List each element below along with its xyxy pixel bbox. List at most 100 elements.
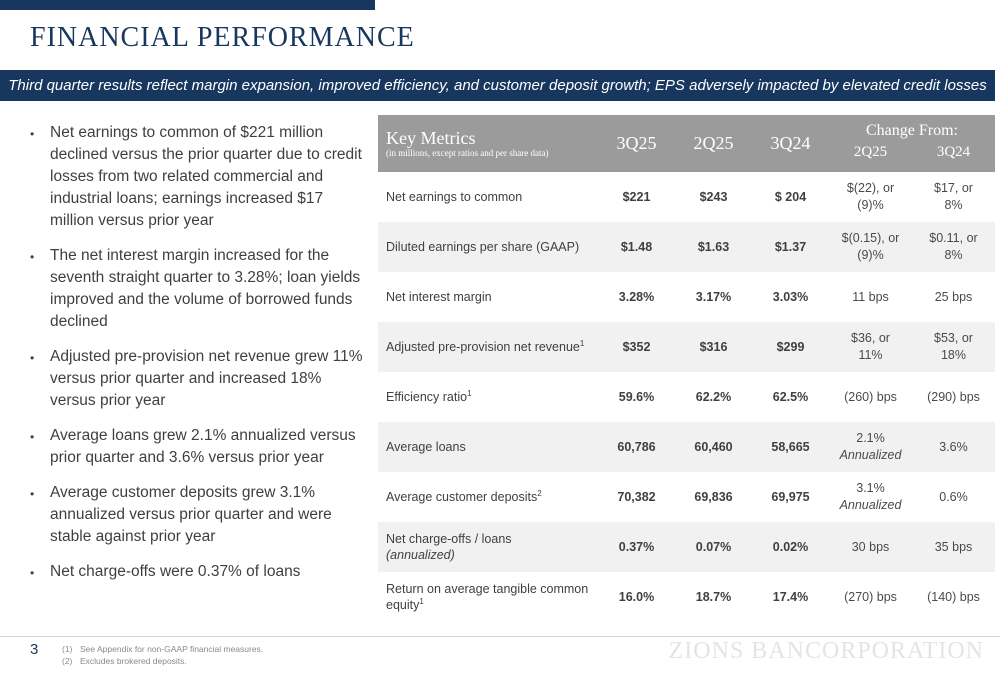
footnote-marker: 1: [419, 596, 424, 606]
change-line: $53, or: [934, 331, 973, 346]
metric-label: Average customer deposits2: [378, 489, 598, 505]
table-row: Efficiency ratio1 59.6% 62.2% 62.5% (260) bp…: [378, 372, 995, 422]
footnote-text: See Appendix for non-GAAP financial meas…: [80, 644, 264, 654]
table-row: Average loans 60,786 60,460 58,665 2.1% Annua…: [378, 422, 995, 472]
metric-change: 30 bps: [829, 539, 912, 556]
bullet-icon: •: [30, 127, 35, 141]
change-line: $36, or: [851, 331, 890, 346]
metric-value: 70,382: [617, 490, 656, 504]
metrics-rows: Net earnings to common $221 $243 $ 204 $(22)…: [378, 172, 995, 622]
footnote-line: (1) See Appendix for non-GAAP financial m…: [62, 643, 263, 655]
metric-value: 18.7%: [695, 590, 732, 604]
change-column-header: 3Q24: [936, 144, 971, 160]
metric-value: $352: [622, 340, 651, 354]
bullet-text: Average loans grew 2.1% annualized versu…: [50, 427, 356, 466]
company-logo: ZIONS BANCORPORATION: [668, 638, 984, 664]
bullet-text: Net charge-offs were 0.37% of loans: [50, 563, 301, 580]
metric-value: $221: [622, 190, 651, 204]
metric-value: $243: [699, 190, 728, 204]
metric-change: 11 bps: [829, 289, 912, 306]
change-line: $17, or: [934, 181, 973, 196]
change-line: $0.11, or: [929, 231, 978, 246]
subtitle-banner: Third quarter results reflect margin exp…: [0, 70, 995, 101]
metric-label-text: Diluted earnings per share (GAAP): [386, 239, 580, 254]
change-line: 8%: [944, 198, 963, 212]
footnote-marker: 2: [537, 488, 542, 498]
metric-value: 0.37%: [618, 540, 655, 554]
bullet-icon: •: [30, 250, 35, 264]
page-number: 3: [30, 641, 39, 658]
bullet-item: • Net earnings to common of $221 million …: [30, 122, 366, 232]
change-line: $(22), or: [846, 181, 895, 196]
change-line: Annualized: [839, 448, 902, 462]
change-line: 18%: [940, 348, 967, 362]
metric-value: $316: [699, 340, 728, 354]
metric-value: 3.28%: [618, 290, 655, 304]
column-header: 2Q25: [693, 133, 734, 153]
metric-value: 17.4%: [772, 590, 809, 604]
change-line: (140) bps: [927, 589, 980, 604]
bullet-item: • The net interest margin increased for t…: [30, 245, 366, 333]
footer-divider: [0, 636, 1000, 637]
metric-value: 3.03%: [772, 290, 809, 304]
bullet-text: The net interest margin increased for th…: [50, 247, 361, 330]
metric-label-text: Efficiency ratio: [386, 389, 468, 404]
metric-value: 60,460: [694, 440, 733, 454]
metric-change: $(22), or (9)%: [829, 180, 912, 214]
change-column-header: 2Q25: [853, 144, 888, 160]
metric-value: 0.02%: [772, 540, 809, 554]
change-line: (9)%: [857, 248, 884, 262]
metric-label: Diluted earnings per share (GAAP): [378, 239, 598, 255]
table-row: Net charge-offs / loans (annualized) 0.37%…: [378, 522, 995, 572]
table-subtitle: (in millions, except ratios and per shar…: [386, 148, 549, 158]
highlights-list: • Net earnings to common of $221 million …: [30, 122, 366, 597]
metric-value: $1.48: [620, 240, 653, 254]
metric-label-text: Adjusted pre-provision net revenue: [386, 339, 580, 354]
bullet-text: Average customer deposits grew 3.1% annu…: [50, 484, 332, 545]
bullet-text: Adjusted pre-provision net revenue grew …: [50, 348, 363, 409]
change-line: 2.1%: [856, 431, 885, 446]
quarter-headers: 3Q25 2Q25 3Q24: [598, 115, 829, 172]
bullet-icon: •: [30, 566, 35, 580]
metric-label-text: Net charge-offs / loans: [386, 531, 512, 546]
bullet-item: • Adjusted pre-provision net revenue grew…: [30, 346, 366, 412]
metric-change: $(0.15), or (9)%: [829, 230, 912, 264]
metric-change: $0.11, or 8%: [912, 230, 995, 264]
metric-change: 3.6%: [912, 439, 995, 456]
bullet-icon: •: [30, 351, 35, 365]
key-metrics-table: Key Metrics (in millions, except ratios …: [378, 115, 995, 622]
change-line: 11%: [858, 348, 883, 362]
metric-change: 0.6%: [912, 489, 995, 506]
table-row: Diluted earnings per share (GAAP) $1.48 $1…: [378, 222, 995, 272]
metric-change: 2.1% Annualized: [829, 430, 912, 464]
table-header-label: Key Metrics (in millions, except ratios …: [378, 115, 598, 172]
change-line: $(0.15), or: [841, 231, 900, 246]
bullet-item: • Average customer deposits grew 3.1% ann…: [30, 482, 366, 548]
change-from-header: Change From: 2Q25 3Q24: [829, 115, 995, 172]
change-line: (260) bps: [844, 389, 897, 404]
metric-label-text: Net interest margin: [386, 289, 492, 304]
change-line: (9)%: [857, 198, 884, 212]
bullet-item: • Average loans grew 2.1% annualized vers…: [30, 425, 366, 469]
metric-change: (290) bps: [912, 389, 995, 406]
metric-value: 62.2%: [695, 390, 732, 404]
metric-change: 3.1% Annualized: [829, 480, 912, 514]
metric-label: Net charge-offs / loans (annualized): [378, 531, 598, 564]
change-line: (290) bps: [927, 389, 980, 404]
metric-label: Return on average tangible common equity…: [378, 581, 598, 614]
metric-change: $17, or 8%: [912, 180, 995, 214]
metric-value: 59.6%: [618, 390, 655, 404]
metric-value: 0.07%: [695, 540, 732, 554]
change-line: 3.1%: [856, 481, 885, 496]
table-header: Key Metrics (in millions, except ratios …: [378, 115, 995, 172]
metric-change: 35 bps: [912, 539, 995, 556]
metric-change: (140) bps: [912, 589, 995, 606]
metric-label-text: Return on average tangible common equity: [386, 581, 589, 612]
metric-value: 60,786: [617, 440, 656, 454]
metric-label-text: Average loans: [386, 439, 466, 454]
change-line: 25 bps: [934, 289, 973, 304]
table-row: Average customer deposits2 70,382 69,836 69…: [378, 472, 995, 522]
table-row: Net interest margin 3.28% 3.17% 3.03% 11 bps…: [378, 272, 995, 322]
bullet-text: Net earnings to common of $221 million d…: [50, 124, 362, 229]
